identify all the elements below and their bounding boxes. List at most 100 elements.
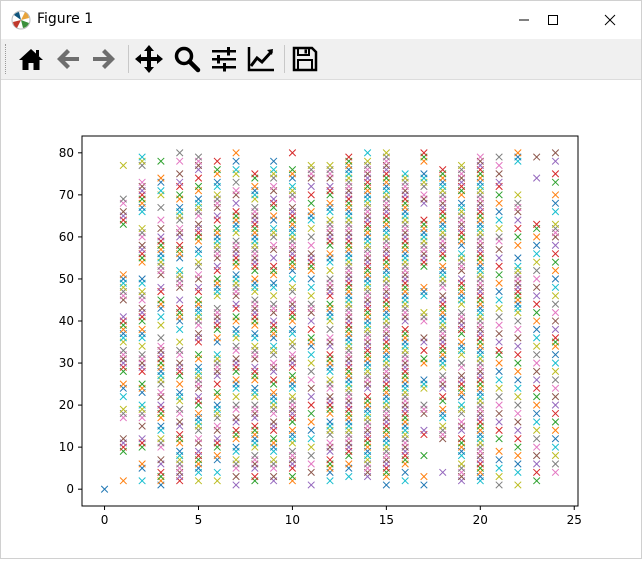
scatter-point xyxy=(514,401,522,409)
scatter-point xyxy=(176,359,184,367)
scatter-point xyxy=(457,401,466,409)
scatter-point xyxy=(420,472,428,481)
scatter-point xyxy=(269,435,278,443)
scatter-point xyxy=(551,359,560,367)
y-tick-label: 30 xyxy=(59,356,74,370)
scatter-point xyxy=(232,300,240,308)
scatter-point xyxy=(307,317,315,325)
y-tick-label: 70 xyxy=(59,188,74,202)
scatter-point xyxy=(363,157,372,165)
scatter-point xyxy=(176,338,184,346)
scatter-point xyxy=(269,241,278,249)
scatter-point xyxy=(232,178,240,186)
scatter-point xyxy=(514,435,522,443)
scatter-point xyxy=(514,149,522,157)
scatter-point xyxy=(495,367,503,376)
scatter-point xyxy=(213,422,221,430)
figure-canvas[interactable]: 0 5 10 15 20 25 0 10 20 30 40 50 60 70 80 xyxy=(1,80,641,558)
scatter-point xyxy=(251,342,259,350)
scatter-point xyxy=(439,393,447,401)
x-tick-label: 15 xyxy=(379,513,394,527)
subplots-button[interactable] xyxy=(208,43,240,75)
y-tick-label: 10 xyxy=(59,440,74,454)
scatter-point xyxy=(251,384,259,392)
scatter-point xyxy=(232,199,240,207)
scatter-point xyxy=(269,262,278,270)
x-tick-label: 10 xyxy=(285,513,300,527)
scatter-point xyxy=(420,170,428,178)
scatter-point xyxy=(345,472,353,481)
scatter-point xyxy=(533,376,541,384)
zoom-button[interactable] xyxy=(171,43,203,75)
scatter-point xyxy=(533,435,541,443)
scatter-point xyxy=(551,334,560,342)
scatter-point xyxy=(213,165,221,174)
back-button[interactable] xyxy=(52,43,84,75)
scatter-plot[interactable]: 0 5 10 15 20 25 0 10 20 30 40 50 60 70 80 xyxy=(1,80,641,558)
pan-button[interactable] xyxy=(133,43,165,75)
scatter-point xyxy=(514,334,522,342)
scatter-point xyxy=(326,266,334,275)
home-button[interactable] xyxy=(15,43,47,75)
scatter-point xyxy=(232,208,240,216)
scatter-point xyxy=(533,367,541,376)
home-icon xyxy=(19,49,43,70)
scatter-point xyxy=(533,401,541,409)
y-tick-label: 50 xyxy=(59,272,74,286)
scatter-point xyxy=(176,224,184,233)
scatter-point xyxy=(533,283,541,292)
scatter-point xyxy=(420,216,428,224)
customize-button[interactable] xyxy=(245,43,277,75)
scatter-point xyxy=(307,350,315,359)
scatter-point xyxy=(232,271,240,279)
scatter-point xyxy=(176,266,184,275)
scatter-point xyxy=(551,283,560,292)
scatter-point xyxy=(269,224,278,233)
matplotlib-logo-icon xyxy=(11,10,31,30)
y-tick-label: 20 xyxy=(59,398,74,412)
edit-axes-icon xyxy=(247,47,274,72)
scatter-point xyxy=(288,426,297,434)
minimize-button[interactable] xyxy=(501,1,547,39)
save-button[interactable] xyxy=(289,43,321,75)
scatter-point xyxy=(119,208,127,216)
scatter-point xyxy=(401,170,409,178)
scatter-point xyxy=(138,304,146,313)
scatter-point xyxy=(176,388,184,397)
scatter-point xyxy=(495,170,503,178)
title-bar[interactable]: Figure 1 xyxy=(1,1,641,39)
scatter-point xyxy=(269,456,278,464)
scatter-point xyxy=(514,367,522,376)
scatter-point xyxy=(533,342,541,350)
forward-button[interactable] xyxy=(88,43,120,75)
scatter-point xyxy=(533,308,541,317)
scatter-point xyxy=(307,367,315,376)
scatter-point xyxy=(119,161,127,170)
scatter-point xyxy=(326,199,334,207)
scatter-point xyxy=(138,401,146,409)
scatter-point xyxy=(251,182,259,191)
scatter-point xyxy=(514,384,522,392)
scatter-point xyxy=(251,422,259,430)
scatter-point xyxy=(551,325,560,334)
maximize-button[interactable] xyxy=(530,1,576,39)
scatter-point xyxy=(194,435,203,443)
scatter-point xyxy=(157,187,165,195)
scatter-point xyxy=(176,170,184,178)
scatter-point xyxy=(326,250,334,258)
scatter-point xyxy=(269,165,278,174)
close-button[interactable] xyxy=(587,1,633,39)
scatter-point xyxy=(288,165,297,174)
scatter-point xyxy=(119,405,127,413)
scatter-point xyxy=(157,422,165,430)
scatter-point xyxy=(119,393,127,401)
scatter-point xyxy=(363,393,372,401)
scatter-point xyxy=(194,258,203,266)
scatter-point xyxy=(420,481,428,489)
forward-arrow-icon xyxy=(93,49,115,69)
scatter-point xyxy=(307,233,315,241)
back-arrow-icon xyxy=(57,49,79,69)
scatter-point xyxy=(533,241,541,249)
scatter-point xyxy=(176,304,184,313)
scatter-point xyxy=(551,208,560,216)
